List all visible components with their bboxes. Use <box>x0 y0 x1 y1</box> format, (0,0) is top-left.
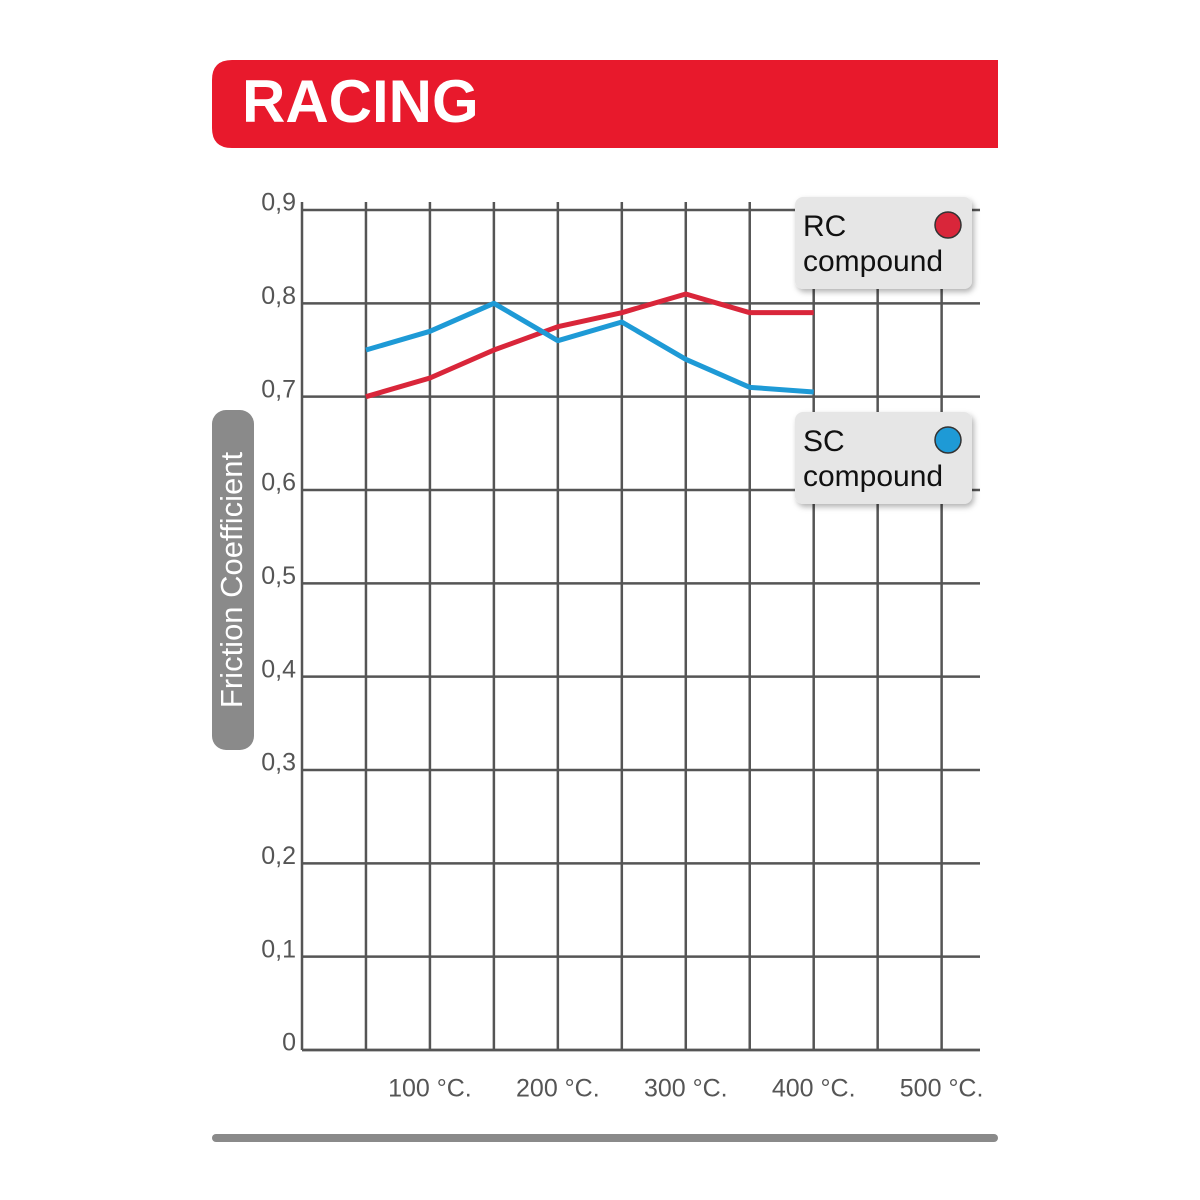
series-line <box>365 300 814 395</box>
y-tick-label: 0 <box>282 1029 296 1057</box>
title-banner <box>212 60 998 148</box>
legend-marker <box>934 211 962 239</box>
legend-marker <box>934 426 962 454</box>
x-tick-label: 300 °C. <box>644 1075 728 1103</box>
y-label-box <box>212 410 254 750</box>
legend-label: SC compound <box>803 425 943 493</box>
y-tick-label: 0,3 <box>261 749 296 777</box>
y-axis-label: Friction Coefficient <box>214 452 249 709</box>
x-tick-label: 200 °C. <box>516 1075 600 1103</box>
x-tick-label: 400 °C. <box>772 1075 856 1103</box>
legend-label: RC compound <box>803 210 943 278</box>
y-tick-label: 0,1 <box>261 935 296 963</box>
y-tick-label: 0,6 <box>261 469 296 497</box>
y-tick-label: 0,5 <box>261 562 296 590</box>
y-tick-label: 0,2 <box>261 842 296 870</box>
legend-box <box>795 197 972 289</box>
x-tick-label: 100 °C. <box>388 1075 472 1103</box>
series-line <box>365 291 814 400</box>
y-tick-label: 0,9 <box>261 189 296 217</box>
bottom-rule <box>212 1134 998 1142</box>
y-tick-label: 0,7 <box>261 375 296 403</box>
y-tick-label: 0,8 <box>261 282 296 310</box>
y-tick-label: 0,4 <box>261 655 296 683</box>
x-tick-label: 500 °C. <box>900 1075 984 1103</box>
chart-title: RACING <box>242 68 479 135</box>
plot: 0 0,1 0,2 0,3 0,4 0,5 0,6 0,7 0,8 0,9 100 °C. 200 °… <box>261 189 983 1103</box>
legend-box <box>795 412 972 504</box>
